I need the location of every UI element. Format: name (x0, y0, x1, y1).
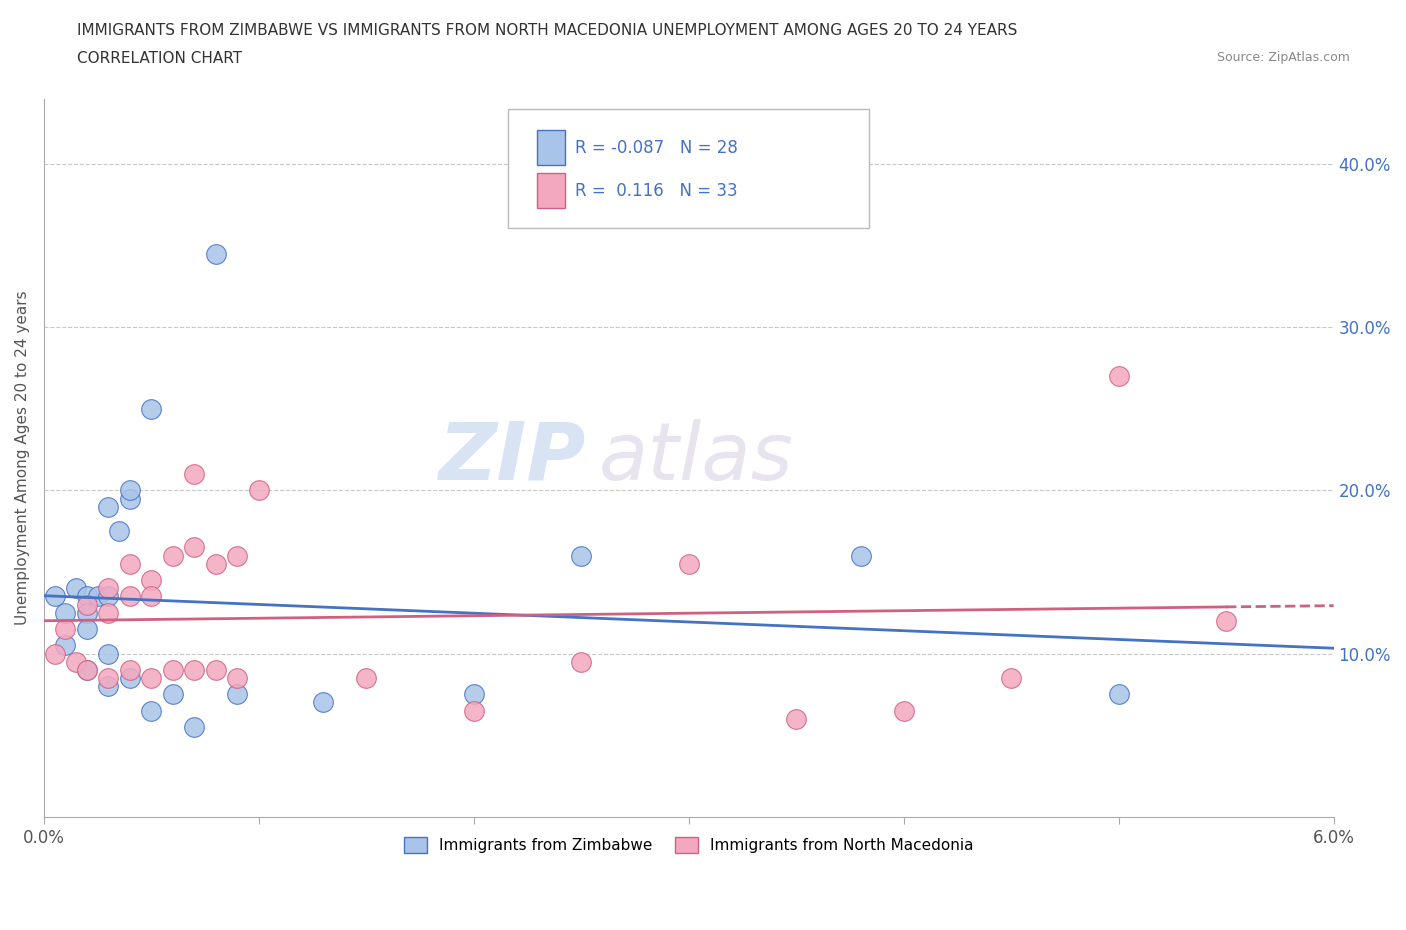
Point (463, 687, 485, 702)
Point (141, 671, 163, 685)
Point (97, 679, 120, 694)
Point (118, 556, 141, 571)
Point (463, 703, 485, 718)
Point (97, 646, 120, 661)
Point (55, 605, 77, 620)
Point (76, 662, 98, 677)
Point (141, 589, 163, 604)
Point (76, 597, 98, 612)
Text: ZIP: ZIP (439, 418, 585, 497)
Point (183, 467, 205, 482)
Point (55, 638, 77, 653)
Point (162, 548, 184, 563)
Point (569, 548, 592, 563)
Point (76, 589, 98, 604)
Point (118, 491, 141, 506)
Point (97, 581, 120, 596)
Point (65, 581, 87, 596)
Point (205, 556, 228, 571)
Point (141, 402, 163, 417)
Point (44, 589, 66, 604)
Text: atlas: atlas (599, 418, 793, 497)
FancyBboxPatch shape (537, 130, 565, 165)
Point (76, 605, 98, 620)
FancyBboxPatch shape (508, 110, 869, 228)
Text: R =  0.116   N = 33: R = 0.116 N = 33 (575, 181, 738, 200)
Point (118, 483, 141, 498)
Point (1108, 687, 1130, 702)
Text: Source: ZipAtlas.com: Source: ZipAtlas.com (1216, 51, 1350, 64)
Point (162, 687, 184, 702)
Point (97, 499, 120, 514)
Point (1108, 368, 1130, 383)
Point (1215, 614, 1237, 629)
Point (97, 605, 120, 620)
Point (108, 524, 131, 538)
Point (569, 654, 592, 669)
Point (183, 720, 205, 735)
Point (785, 711, 807, 726)
Point (65, 654, 87, 669)
Point (76, 621, 98, 636)
Point (118, 662, 141, 677)
Point (97, 589, 120, 604)
Point (86, 589, 108, 604)
Point (44, 646, 66, 661)
Point (205, 662, 228, 677)
Y-axis label: Unemployment Among Ages 20 to 24 years: Unemployment Among Ages 20 to 24 years (15, 290, 30, 625)
Point (226, 687, 249, 702)
Point (226, 671, 249, 685)
Point (162, 662, 184, 677)
Point (678, 556, 700, 571)
Point (183, 540, 205, 555)
Text: CORRELATION CHART: CORRELATION CHART (77, 51, 242, 66)
Legend: Immigrants from Zimbabwe, Immigrants from North Macedonia: Immigrants from Zimbabwe, Immigrants fro… (398, 831, 980, 859)
Point (893, 703, 915, 718)
Point (141, 573, 163, 588)
Point (226, 548, 249, 563)
Text: R = -0.087   N = 28: R = -0.087 N = 28 (575, 139, 738, 156)
Point (312, 695, 335, 710)
Point (1000, 671, 1022, 685)
Point (118, 671, 141, 685)
Point (118, 589, 141, 604)
Point (205, 246, 228, 261)
Point (183, 662, 205, 677)
Text: IMMIGRANTS FROM ZIMBABWE VS IMMIGRANTS FROM NORTH MACEDONIA UNEMPLOYMENT AMONG A: IMMIGRANTS FROM ZIMBABWE VS IMMIGRANTS F… (77, 23, 1018, 38)
FancyBboxPatch shape (537, 173, 565, 207)
Point (97, 671, 120, 685)
Point (356, 671, 378, 685)
Point (55, 621, 77, 636)
Point (247, 483, 270, 498)
Point (76, 662, 98, 677)
Point (849, 548, 872, 563)
Point (141, 703, 163, 718)
